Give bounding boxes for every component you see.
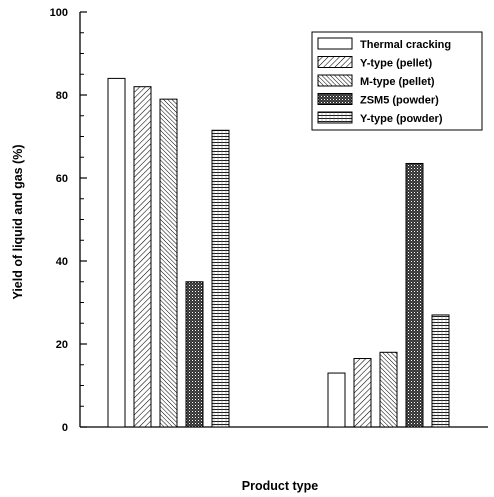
legend-swatch bbox=[317, 111, 353, 124]
y-tick-label: 40 bbox=[56, 256, 68, 268]
y-tick-label: 0 bbox=[62, 422, 68, 434]
y-tick-label: 60 bbox=[56, 173, 68, 185]
legend: Thermal cracking Y-type (pellet) M-type (p… bbox=[311, 31, 483, 131]
y-axis-label: Yield of liquid and gas (%) bbox=[11, 144, 25, 299]
legend-label: Y-type (powder) bbox=[360, 113, 443, 125]
bar-group1-y-type-powder bbox=[211, 129, 230, 428]
y-axis-ticks: 0 20 40 60 80 100 bbox=[50, 7, 87, 434]
y-tick-label: 100 bbox=[50, 7, 68, 19]
bar-group2-thermal-cracking bbox=[327, 372, 346, 428]
legend-label: ZSM5 (powder) bbox=[360, 95, 439, 107]
y-tick-label: 80 bbox=[56, 90, 68, 102]
legend-swatch bbox=[317, 56, 353, 68]
bar-group2-m-type-pellet bbox=[379, 351, 398, 428]
x-axis-label: Product type bbox=[242, 479, 318, 493]
legend-swatch bbox=[317, 93, 353, 105]
bar-group1-thermal-cracking bbox=[107, 77, 126, 428]
bar-group2-zsm5-powder bbox=[405, 162, 424, 428]
bar-group1-y-type-pellet bbox=[133, 86, 152, 428]
bars bbox=[107, 77, 450, 428]
legend-label: Thermal cracking bbox=[360, 39, 451, 51]
legend-swatch bbox=[317, 74, 353, 87]
y-tick-label: 20 bbox=[56, 339, 68, 351]
bar-group2-y-type-pellet bbox=[353, 358, 372, 428]
bar-group1-m-type-pellet bbox=[159, 98, 178, 428]
legend-swatch bbox=[317, 37, 353, 50]
bar-group1-zsm5-powder bbox=[185, 281, 204, 428]
bar-group2-y-type-powder bbox=[431, 314, 450, 428]
legend-label: M-type (pellet) bbox=[360, 76, 435, 88]
legend-label: Y-type (pellet) bbox=[360, 58, 432, 70]
